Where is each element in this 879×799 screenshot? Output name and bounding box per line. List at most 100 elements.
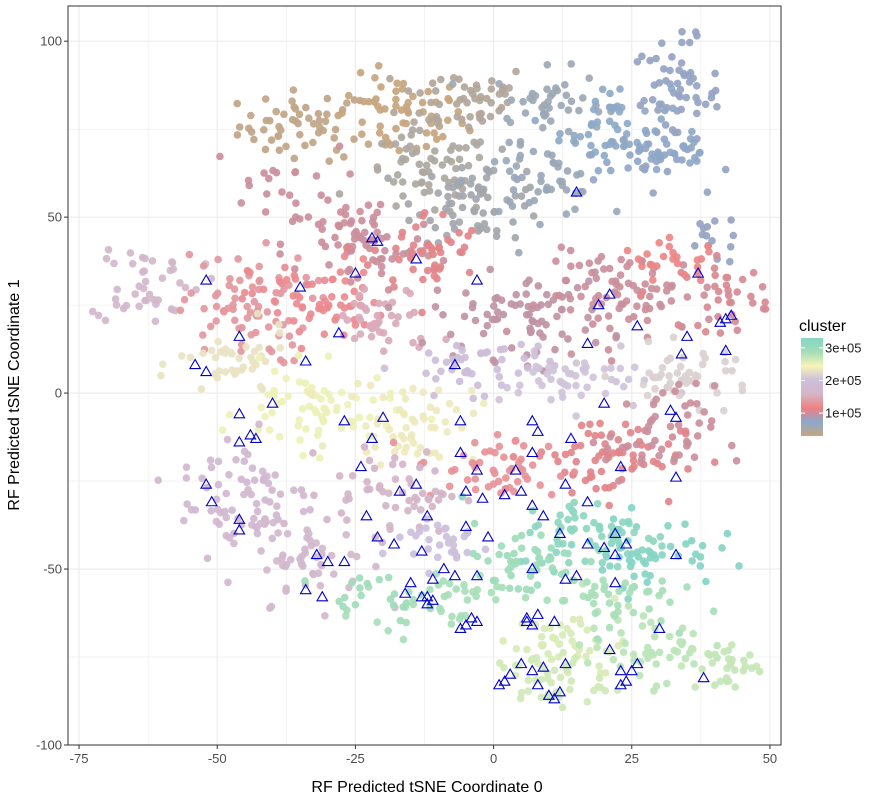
data-point: [275, 433, 284, 441]
data-point: [606, 562, 614, 570]
data-point: [546, 357, 554, 366]
data-point: [666, 354, 675, 363]
data-point: [537, 301, 545, 309]
data-point: [694, 321, 702, 330]
data-point: [570, 468, 579, 476]
data-point: [292, 299, 301, 308]
data-point: [517, 340, 525, 349]
data-point: [455, 377, 464, 386]
data-point: [452, 585, 461, 593]
data-point: [428, 172, 436, 181]
data-point: [275, 329, 284, 337]
data-point: [701, 328, 710, 336]
data-point: [502, 327, 511, 336]
y-tick-label: 50: [48, 210, 62, 225]
data-point: [373, 163, 382, 171]
data-point: [408, 415, 417, 424]
data-point: [718, 544, 726, 552]
data-point: [590, 518, 598, 527]
triangle-marker: [609, 548, 622, 560]
data-point: [431, 261, 439, 269]
data-point: [455, 144, 463, 152]
data-point: [341, 277, 350, 285]
data-point: [630, 657, 638, 665]
data-point: [495, 550, 504, 559]
data-point: [94, 311, 103, 320]
data-point: [431, 206, 439, 214]
data-point: [543, 596, 551, 604]
data-point: [304, 213, 313, 221]
data-point: [407, 434, 415, 443]
y-axis-title: RF Predicted tSNE Coordinate 1: [6, 279, 23, 510]
data-point: [571, 442, 579, 451]
data-point: [309, 120, 318, 128]
data-point: [399, 250, 408, 258]
data-point: [568, 506, 576, 514]
data-point: [426, 585, 434, 594]
data-point: [337, 424, 346, 433]
data-point: [572, 457, 580, 466]
data-point: [337, 388, 346, 397]
data-point: [605, 117, 614, 126]
data-point: [302, 103, 310, 112]
triangle-marker: [200, 365, 213, 377]
data-point: [693, 372, 702, 381]
data-point: [567, 60, 575, 68]
data-point: [259, 285, 268, 294]
data-point: [447, 238, 455, 247]
data-point: [657, 370, 665, 379]
data-point: [392, 102, 400, 110]
data-point: [370, 221, 379, 229]
data-point: [394, 313, 402, 321]
triangle-marker: [559, 573, 572, 584]
data-point: [663, 679, 671, 688]
data-point: [613, 290, 622, 299]
data-point: [665, 372, 673, 380]
data-point: [429, 250, 438, 259]
triangle-marker: [299, 583, 312, 595]
data-point: [290, 486, 298, 495]
triangle-marker: [321, 555, 334, 567]
data-point: [290, 154, 299, 163]
data-point: [531, 116, 539, 125]
data-point: [148, 257, 157, 265]
data-point: [424, 545, 433, 553]
data-point: [563, 665, 571, 674]
data-point: [424, 349, 433, 357]
data-point: [624, 517, 633, 526]
data-point: [517, 544, 526, 552]
triangle-marker: [609, 576, 622, 588]
data-point: [225, 534, 234, 542]
x-tick-label: 25: [625, 751, 639, 766]
data-point: [476, 93, 485, 101]
data-point: [488, 315, 497, 324]
data-point: [571, 514, 579, 522]
data-point: [528, 506, 537, 515]
data-point: [711, 86, 720, 95]
data-point: [389, 433, 398, 441]
data-point: [420, 414, 428, 423]
data-point: [673, 107, 681, 115]
data-point: [425, 116, 433, 124]
data-point: [691, 683, 699, 691]
data-point: [327, 396, 335, 405]
data-point: [465, 268, 474, 277]
data-point: [681, 520, 689, 528]
data-point: [435, 527, 443, 535]
data-point: [639, 380, 648, 389]
data-point: [516, 141, 525, 149]
triangle-marker: [531, 608, 544, 619]
data-point: [168, 259, 177, 267]
triangle-marker: [625, 664, 638, 676]
data-point: [386, 74, 394, 83]
legend-tick-label: 3e+05: [825, 340, 862, 355]
data-point: [657, 115, 665, 123]
data-point: [290, 103, 299, 111]
data-point: [376, 482, 384, 490]
data-point: [247, 331, 255, 339]
data-point: [537, 632, 546, 641]
data-point: [273, 309, 282, 317]
data-point: [693, 157, 701, 165]
triangle-marker: [631, 319, 644, 331]
data-point: [418, 489, 427, 498]
